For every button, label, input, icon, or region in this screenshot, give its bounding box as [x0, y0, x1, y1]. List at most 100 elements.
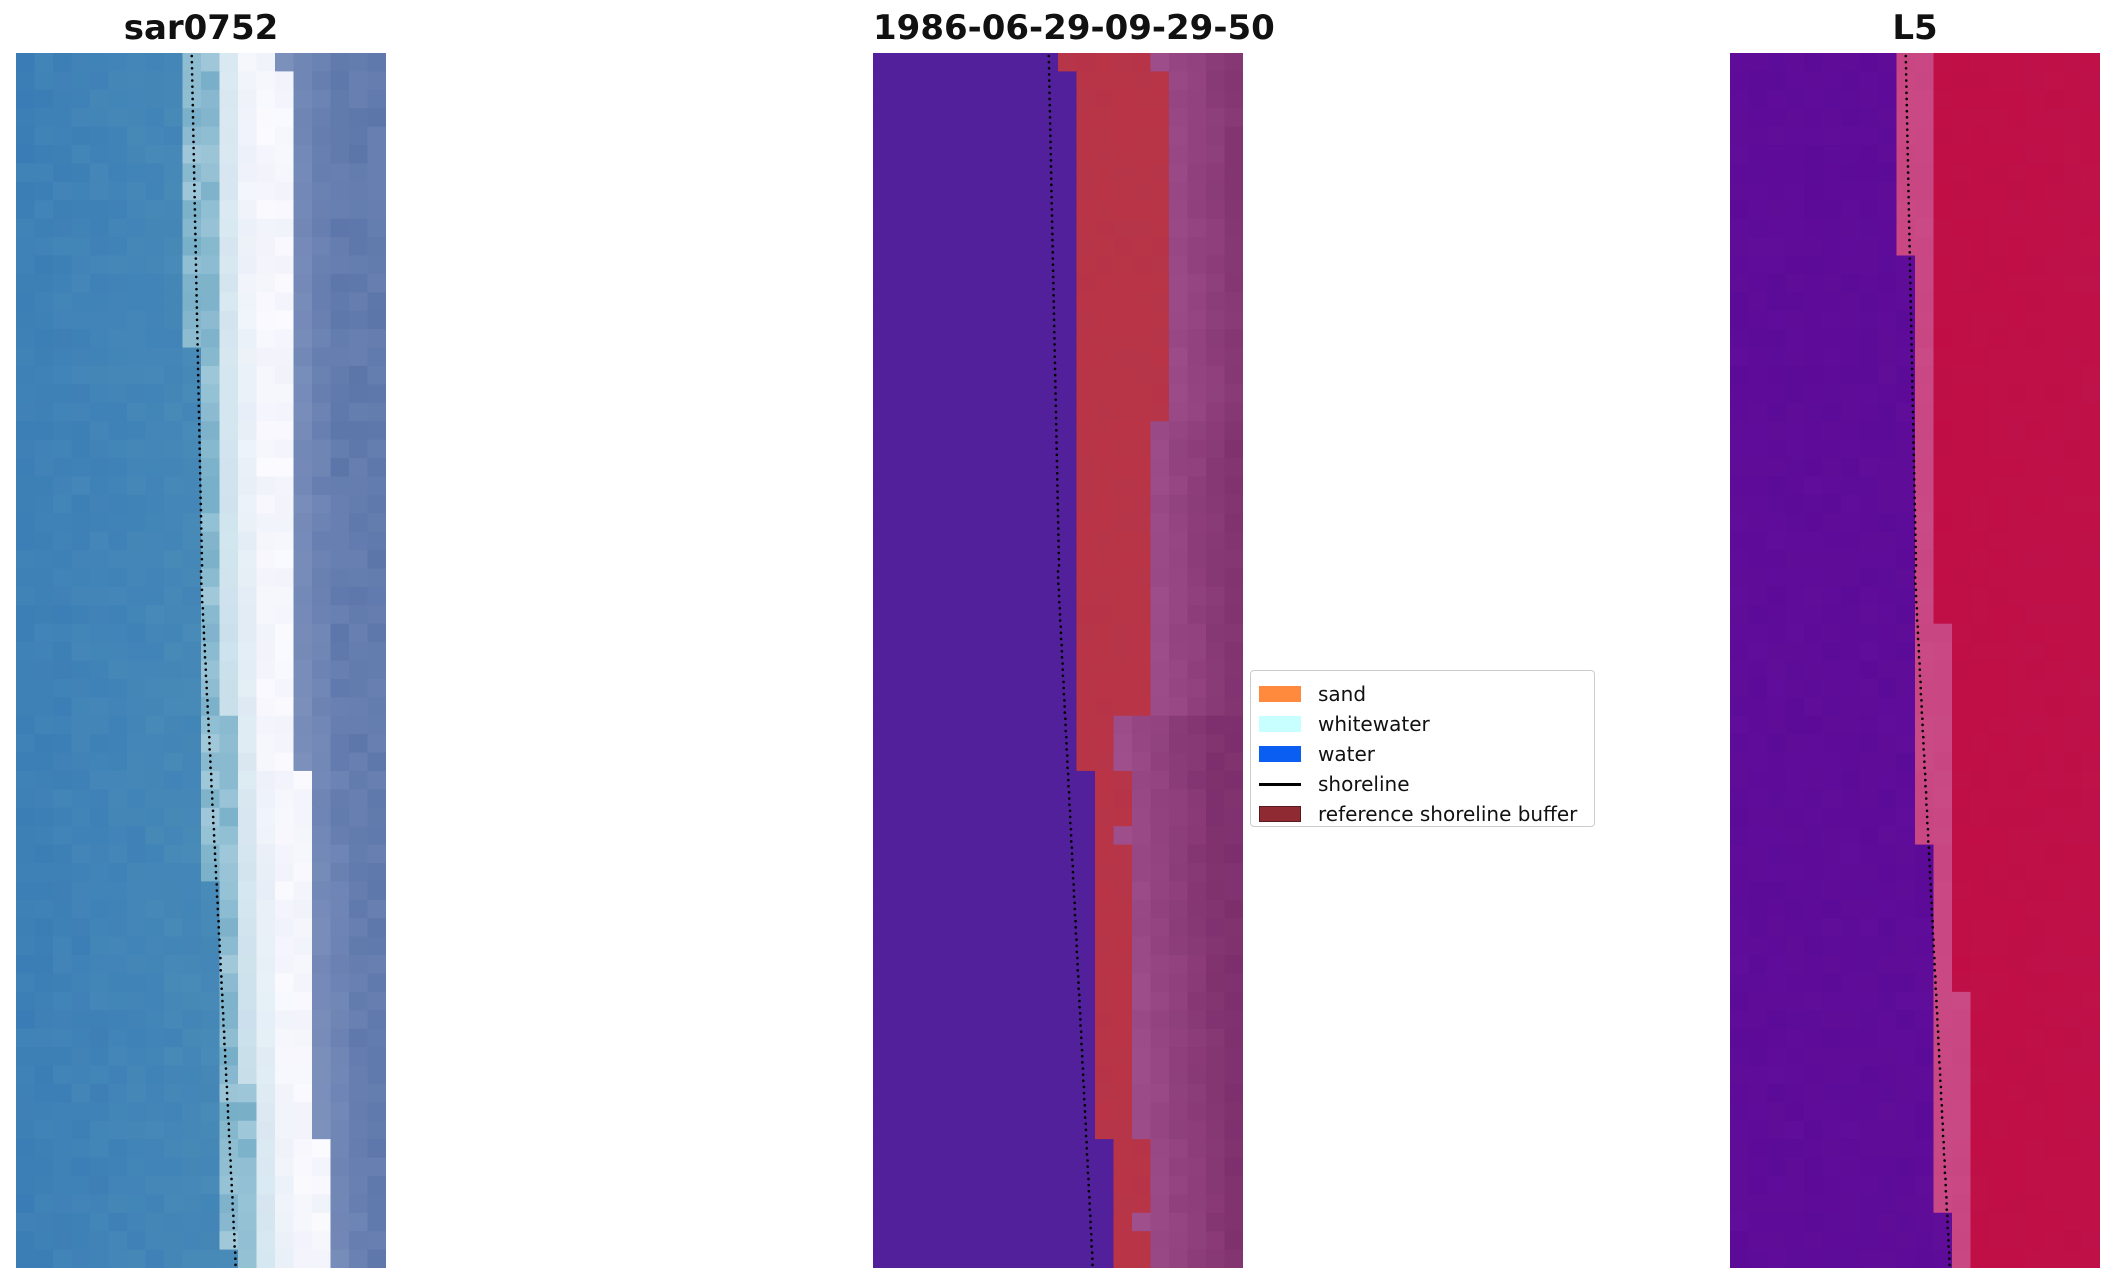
shoreline-point — [1907, 214, 1911, 217]
shoreline-point — [195, 306, 199, 309]
shoreline-point — [1057, 539, 1060, 543]
shoreline-point — [191, 122, 195, 125]
shoreline-point — [1054, 392, 1057, 395]
shoreline-point — [197, 379, 200, 383]
shoreline-point — [1054, 404, 1058, 408]
shoreline-point — [1933, 969, 1937, 972]
shoreline-point — [1904, 60, 1908, 64]
shoreline-point — [1073, 913, 1077, 917]
shoreline-point — [219, 962, 222, 966]
shoreline-point — [1911, 410, 1915, 414]
shoreline-point — [192, 134, 195, 138]
shoreline-point — [1924, 797, 1928, 800]
shoreline-point — [1054, 416, 1058, 420]
shoreline-point — [196, 349, 199, 352]
shoreline-point — [1936, 1030, 1940, 1033]
shoreline-point — [1063, 699, 1066, 702]
shoreline-point — [190, 73, 194, 76]
shoreline-point — [1916, 631, 1920, 635]
shoreline-point — [220, 993, 224, 997]
shoreline-point — [1939, 1097, 1943, 1101]
shoreline-point — [1077, 987, 1080, 991]
shoreline-point — [1904, 54, 1908, 58]
shoreline-point — [199, 490, 202, 493]
shoreline-point — [1920, 699, 1923, 702]
shoreline-point — [223, 1042, 226, 1046]
shoreline-point — [1926, 834, 1930, 837]
shoreline-point — [1067, 778, 1070, 782]
shoreline-point — [1065, 754, 1069, 757]
shoreline-point — [226, 1104, 230, 1107]
shoreline-point — [216, 913, 220, 917]
shoreline-point — [196, 330, 199, 334]
shoreline-point — [1086, 1171, 1090, 1175]
shoreline-point — [1057, 600, 1061, 604]
shoreline-point — [224, 1079, 228, 1083]
shoreline-point — [1938, 1061, 1941, 1064]
shoreline-point — [1062, 680, 1065, 684]
shoreline-point — [1057, 551, 1061, 555]
shoreline-point — [1919, 680, 1922, 684]
shoreline-point — [200, 533, 203, 536]
shoreline-point — [232, 1226, 235, 1230]
shoreline-point — [1947, 1232, 1950, 1236]
legend-line-shoreline — [1259, 776, 1301, 792]
shoreline-point — [1085, 1140, 1088, 1144]
shoreline-point — [1912, 435, 1915, 438]
shoreline-point — [200, 557, 204, 561]
shoreline-point — [1086, 1159, 1089, 1162]
shoreline-point — [1905, 91, 1908, 95]
shoreline-point — [1913, 576, 1917, 579]
shoreline-point — [1047, 79, 1051, 82]
shoreline-point — [1906, 177, 1910, 181]
shoreline-point — [1076, 962, 1079, 966]
shoreline-point — [1918, 662, 1921, 665]
shoreline-point — [1934, 987, 1937, 991]
shoreline-point — [1910, 373, 1914, 377]
shoreline-point — [227, 1128, 231, 1132]
shoreline-point — [1924, 791, 1928, 794]
shoreline-point — [1090, 1251, 1094, 1254]
shoreline-point — [1048, 91, 1051, 95]
shoreline-point — [1904, 73, 1908, 76]
shoreline-point — [1049, 146, 1052, 150]
shoreline-point — [1920, 711, 1924, 714]
shoreline-point — [1939, 1091, 1943, 1095]
shoreline-point — [1076, 969, 1080, 972]
shoreline-point — [1089, 1220, 1092, 1224]
shoreline-point — [1048, 128, 1052, 131]
shoreline-point — [1919, 692, 1923, 696]
shoreline-point — [1056, 521, 1060, 524]
shoreline-point — [221, 999, 224, 1003]
shoreline-point — [1055, 447, 1058, 451]
shoreline-point — [1947, 1239, 1950, 1242]
shoreline-point — [1065, 748, 1068, 751]
shoreline-point — [228, 1146, 232, 1150]
shoreline-point — [193, 214, 197, 217]
shoreline-point — [1922, 748, 1925, 751]
shoreline-point — [1945, 1208, 1949, 1211]
shoreline-point — [198, 447, 201, 451]
shoreline-point — [1052, 294, 1055, 297]
shoreline-point — [1053, 361, 1057, 365]
shoreline-point — [1051, 275, 1055, 279]
legend-swatch-sand — [1259, 686, 1301, 702]
shoreline-point — [205, 692, 209, 696]
shoreline-point — [1057, 527, 1060, 530]
shoreline-point — [211, 815, 215, 819]
shoreline-point — [1937, 1048, 1941, 1052]
shoreline-point — [1944, 1183, 1947, 1187]
shoreline-point — [225, 1091, 229, 1095]
shoreline-point — [1087, 1183, 1090, 1187]
shoreline-point — [1054, 410, 1058, 414]
shoreline-point — [1910, 355, 1914, 358]
shoreline-point — [1047, 73, 1051, 76]
shoreline-point — [1914, 551, 1918, 555]
shoreline-point — [217, 919, 220, 923]
shoreline-point — [215, 883, 219, 886]
shoreline-point — [1909, 306, 1913, 309]
shoreline-point — [198, 478, 202, 481]
shoreline-point — [1932, 938, 1935, 941]
shoreline-point — [1927, 852, 1931, 856]
shoreline-point — [1056, 484, 1059, 487]
